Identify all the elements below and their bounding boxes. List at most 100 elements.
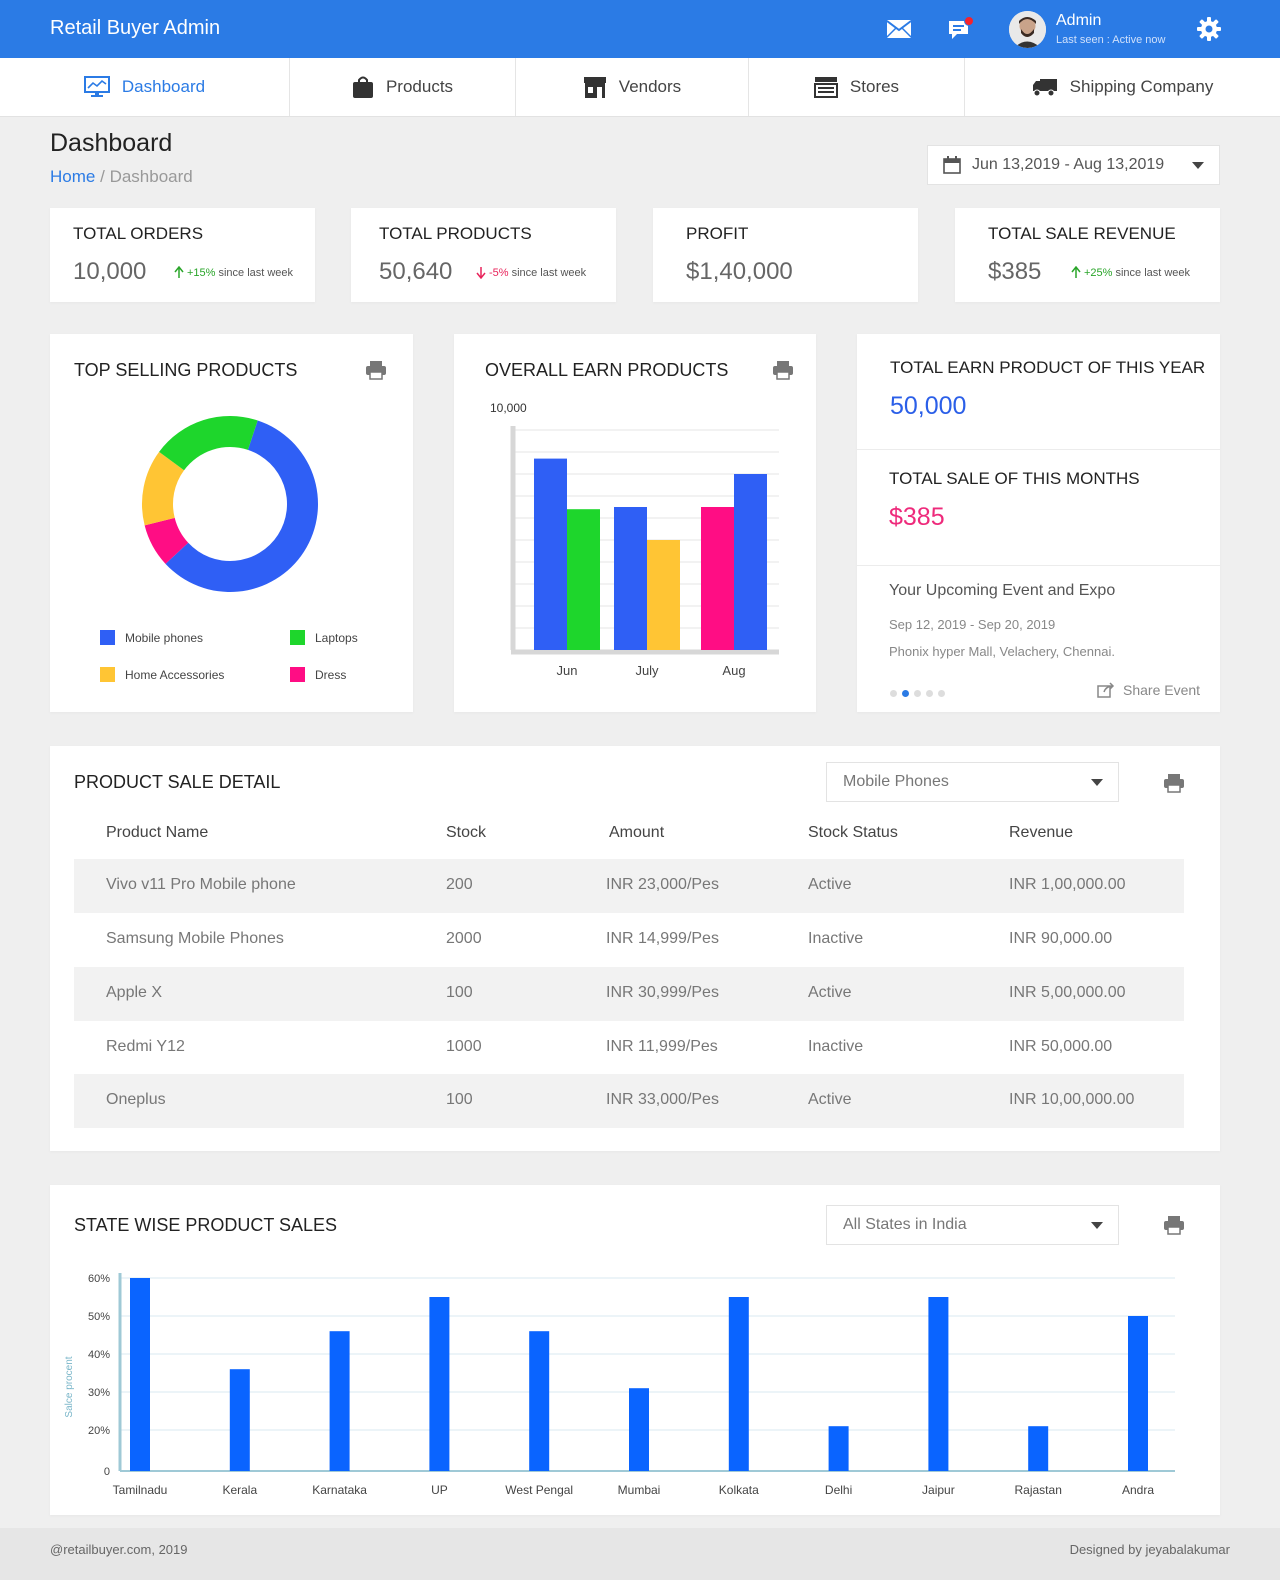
carousel-dots[interactable] xyxy=(890,690,945,697)
cell-revenue: INR 90,000.00 xyxy=(1009,930,1113,947)
chat-notification-icon[interactable] xyxy=(945,14,975,44)
x-tick-label: Aug xyxy=(722,663,745,678)
bar[interactable] xyxy=(629,1388,649,1471)
table-row[interactable]: Redmi Y12 1000 INR 11,999/Pes Inactive I… xyxy=(74,1021,1184,1075)
donut-slice[interactable] xyxy=(144,517,189,564)
cell-stock-status: Active xyxy=(808,876,852,893)
footer-copyright: @retailbuyer.com, 2019 xyxy=(50,1542,188,1557)
bar[interactable] xyxy=(1128,1316,1148,1471)
print-icon[interactable] xyxy=(1163,773,1185,793)
x-tick-label: Jaipur xyxy=(922,1483,955,1497)
tab-label: Vendors xyxy=(618,77,682,96)
divider xyxy=(857,565,1220,566)
bar[interactable] xyxy=(329,1331,350,1471)
table-row[interactable]: Apple X 100 INR 30,999/Pes Active INR 5,… xyxy=(74,967,1184,1021)
cell-amount: INR 14,999/Pes xyxy=(606,930,719,947)
table-row[interactable]: Samsung Mobile Phones 2000 INR 14,999/Pe… xyxy=(74,913,1184,967)
bar[interactable] xyxy=(229,1369,250,1471)
tab-dashboard[interactable]: Dashboard xyxy=(0,58,290,116)
footer: @retailbuyer.com, 2019 Designed by jeyab… xyxy=(0,1528,1280,1580)
x-tick-label: Kerala xyxy=(222,1483,257,1497)
avatar[interactable] xyxy=(1009,11,1046,48)
cell-revenue: INR 10,00,000.00 xyxy=(1009,1091,1135,1108)
donut-slice[interactable] xyxy=(165,420,318,592)
bar[interactable] xyxy=(701,507,734,650)
arrow-up-icon xyxy=(174,266,184,278)
x-tick-label: Mumbai xyxy=(618,1483,661,1497)
gear-icon[interactable] xyxy=(1194,14,1224,44)
product-category-select[interactable]: Mobile Phones xyxy=(826,762,1119,802)
column-header[interactable]: Product Name xyxy=(106,824,209,841)
print-icon[interactable] xyxy=(365,360,387,380)
arrow-up-icon xyxy=(1071,266,1081,278)
calendar-icon xyxy=(943,156,961,174)
state-select[interactable]: All States in India xyxy=(826,1205,1119,1245)
stat-trend: +25% since last week xyxy=(1071,266,1190,279)
overall-earn-panel: OVERALL EARN PRODUCTS 10,000 Jun July Aug xyxy=(454,334,816,712)
bar[interactable] xyxy=(647,540,680,650)
tab-products[interactable]: Products xyxy=(290,58,516,116)
x-tick-label: West Pengal xyxy=(505,1483,573,1497)
product-sale-detail-panel: PRODUCT SALE DETAIL Mobile Phones Produc… xyxy=(50,746,1220,1151)
tab-shipping-company[interactable]: Shipping Company xyxy=(965,58,1280,116)
storefront-icon xyxy=(583,77,606,98)
stat-card-profit: PROFIT $1,40,000 xyxy=(653,208,918,302)
column-header[interactable]: Amount xyxy=(609,824,665,841)
bar[interactable] xyxy=(529,1331,550,1471)
overall-earn-bar-chart: 10,000 Jun July Aug xyxy=(490,401,779,678)
table-row[interactable]: Oneplus 100 INR 33,000/Pes Active INR 10… xyxy=(74,1074,1184,1128)
print-icon[interactable] xyxy=(772,360,794,380)
cell-amount: INR 23,000/Pes xyxy=(606,876,719,893)
cell-revenue: INR 1,00,000.00 xyxy=(1009,876,1126,893)
cell-stock-status: Active xyxy=(808,1091,852,1108)
bar[interactable] xyxy=(1028,1426,1049,1471)
donut-slice[interactable] xyxy=(159,416,258,471)
tab-stores[interactable]: Stores xyxy=(749,58,965,116)
x-tick-label: UP xyxy=(431,1483,448,1497)
table-row[interactable]: Vivo v11 Pro Mobile phone 200 INR 23,000… xyxy=(74,859,1184,913)
stat-trend: -5% since last week xyxy=(476,266,586,279)
shopping-bag-icon xyxy=(352,76,373,98)
legend-item: Laptops xyxy=(290,630,358,645)
panel-title: PRODUCT SALE DETAIL xyxy=(74,772,281,792)
cell-amount: INR 30,999/Pes xyxy=(606,984,719,1001)
print-icon[interactable] xyxy=(1163,1215,1185,1235)
chevron-down-icon xyxy=(1091,779,1103,786)
stat-trend-value: +25% xyxy=(1084,266,1113,279)
y-tick-label: 30% xyxy=(88,1387,110,1399)
bar[interactable] xyxy=(130,1278,150,1471)
cash-register-icon xyxy=(813,77,838,98)
event-venue: Phonix hyper Mall, Velachery, Chennai. xyxy=(889,644,1115,659)
share-event-button[interactable]: Share Event xyxy=(1097,682,1200,698)
breadcrumb-current: Dashboard xyxy=(109,167,193,186)
bar[interactable] xyxy=(534,458,567,650)
y-tick-label: 60% xyxy=(88,1273,110,1285)
bar[interactable] xyxy=(429,1297,450,1471)
bar[interactable] xyxy=(614,507,647,650)
earn-value: 50,000 xyxy=(890,392,967,420)
tab-vendors[interactable]: Vendors xyxy=(516,58,749,116)
bar[interactable] xyxy=(828,1426,849,1471)
column-header[interactable]: Stock xyxy=(446,824,487,841)
legend-item: Home Accessories xyxy=(100,667,224,682)
cell-stock: 200 xyxy=(446,876,473,893)
user-name[interactable]: Admin xyxy=(1056,12,1102,29)
monitor-chart-icon xyxy=(83,76,110,97)
y-tick-label: 50% xyxy=(88,1311,110,1323)
bar[interactable] xyxy=(728,1297,749,1471)
bar[interactable] xyxy=(567,509,600,650)
bar[interactable] xyxy=(928,1297,949,1471)
cell-stock-status: Active xyxy=(808,984,852,1001)
bar[interactable] xyxy=(734,474,767,650)
column-header[interactable]: Revenue xyxy=(1009,824,1074,841)
tab-label: Shipping Company xyxy=(1069,77,1214,96)
select-value: Mobile Phones xyxy=(843,773,949,790)
donut-slice[interactable] xyxy=(142,451,185,526)
cell-product-name: Redmi Y12 xyxy=(106,1038,185,1055)
stat-label: PROFIT xyxy=(686,224,749,243)
column-header[interactable]: Stock Status xyxy=(808,824,898,841)
date-range-picker[interactable]: Jun 13,2019 - Aug 13,2019 xyxy=(927,145,1220,185)
breadcrumb-home[interactable]: Home xyxy=(50,167,96,186)
cell-stock-status: Inactive xyxy=(808,1038,864,1055)
mail-icon[interactable] xyxy=(884,14,914,44)
